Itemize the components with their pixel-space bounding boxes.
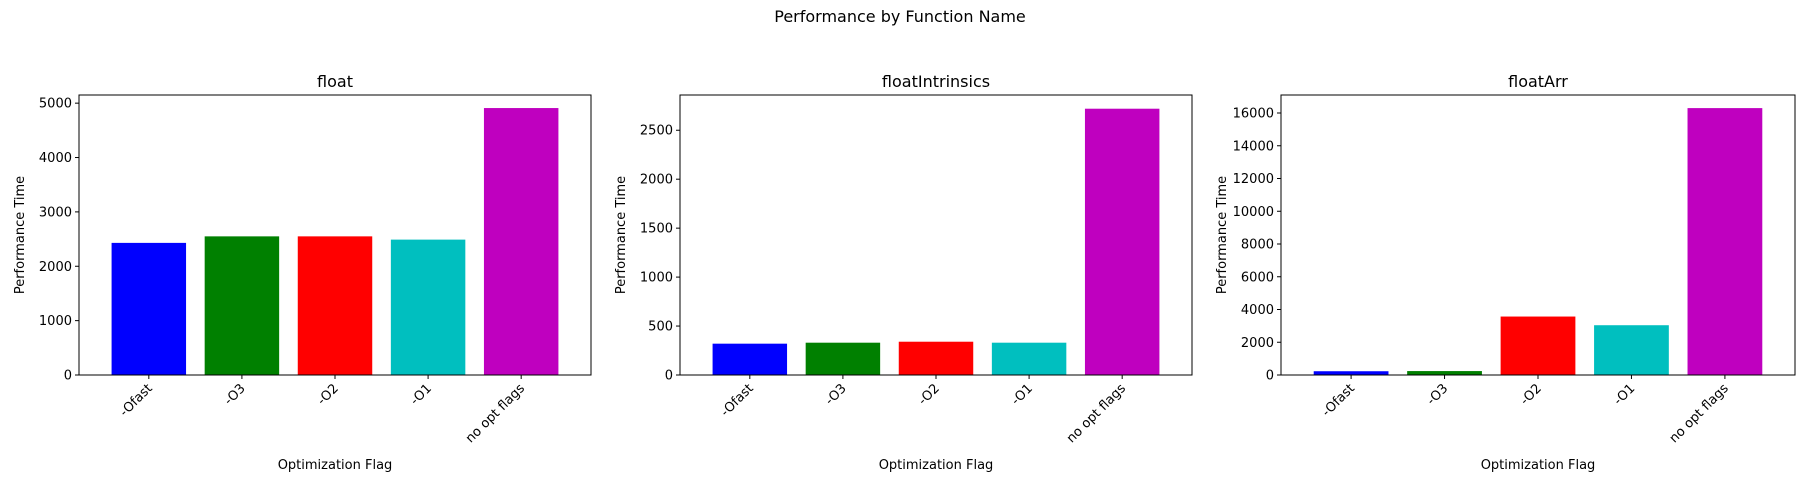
bar: [1594, 325, 1669, 375]
bar: [1500, 316, 1576, 375]
bar: [805, 342, 881, 375]
y-tick-label: 3000: [39, 205, 72, 220]
y-tick-label: 16000: [1233, 107, 1274, 122]
x-tick-label: -O2: [1518, 381, 1545, 408]
x-tick-label: -O2: [315, 381, 342, 408]
bar: [483, 108, 559, 375]
y-tick-label: 500: [648, 320, 673, 335]
x-tick-label: no opt flags: [1667, 381, 1732, 446]
bar: [204, 236, 280, 375]
x-tick-label: -Ofast: [117, 381, 156, 420]
y-tick-label: 5000: [39, 97, 72, 112]
x-tick-label: no opt flags: [463, 381, 528, 446]
y-axis-label: Performance Time: [614, 176, 629, 294]
x-axis-label: Optimization Flag: [278, 458, 393, 473]
x-tick-label: -O2: [916, 381, 943, 408]
x-axis-label: Optimization Flag: [879, 458, 994, 473]
y-tick-label: 8000: [1241, 238, 1274, 253]
y-axis-label: Performance Time: [1215, 176, 1230, 294]
y-tick-label: 2000: [640, 173, 673, 188]
bar: [390, 239, 466, 375]
x-tick-label: -O3: [822, 381, 849, 408]
chart-panel-0: 0 1000 2000 3000 4000 5000 -Ofast -O3 -O2 -O1 no o…: [13, 72, 592, 473]
y-tick-label: 0: [1266, 369, 1274, 384]
y-tick-label: 10000: [1233, 205, 1274, 220]
chart-panel-1: 0 500 1000 1500 2000 2500 -Ofast -O3 -O2 -O1 no op…: [614, 72, 1193, 473]
bar: [1407, 371, 1482, 375]
bar: [111, 242, 187, 375]
chart-title: floatIntrinsics: [882, 72, 990, 91]
y-tick-label: 4000: [1241, 303, 1274, 318]
x-tick-label: -O3: [1424, 381, 1451, 408]
bar: [297, 236, 373, 375]
y-tick-label: 2500: [640, 124, 673, 139]
bar: [898, 341, 974, 375]
y-tick-label: 1000: [39, 314, 72, 329]
x-tick-label: -Ofast: [1319, 381, 1358, 420]
y-tick-label: 2000: [39, 260, 72, 275]
y-tick-label: 0: [665, 369, 673, 384]
y-tick-label: 14000: [1233, 139, 1274, 154]
x-tick-label: no opt flags: [1064, 381, 1129, 446]
chart-title: float: [317, 72, 353, 91]
chart-panel-2: 0 2000 4000 6000 8000 10000 12000 14000 16000 -Of…: [1215, 72, 1796, 473]
y-tick-label: 1000: [640, 271, 673, 286]
x-tick-label: -O1: [408, 381, 435, 408]
y-tick-label: 6000: [1241, 270, 1274, 285]
bar: [991, 342, 1067, 375]
y-tick-label: 2000: [1241, 336, 1274, 351]
x-axis-label: Optimization Flag: [1481, 458, 1596, 473]
x-tick-label: -O1: [1009, 381, 1036, 408]
bar: [712, 343, 788, 375]
bar: [1687, 108, 1763, 375]
bar: [1084, 108, 1160, 375]
x-tick-label: -O3: [221, 381, 248, 408]
figure-title: Performance by Function Name: [774, 7, 1026, 26]
x-tick-label: -O1: [1611, 381, 1638, 408]
y-tick-label: 1500: [640, 222, 673, 237]
x-tick-label: -Ofast: [718, 381, 757, 420]
y-axis-label: Performance Time: [13, 176, 28, 294]
bar: [1313, 371, 1389, 375]
y-tick-label: 0: [64, 369, 72, 384]
chart-title: floatArr: [1508, 72, 1568, 91]
y-tick-label: 12000: [1233, 172, 1274, 187]
y-tick-label: 4000: [39, 151, 72, 166]
